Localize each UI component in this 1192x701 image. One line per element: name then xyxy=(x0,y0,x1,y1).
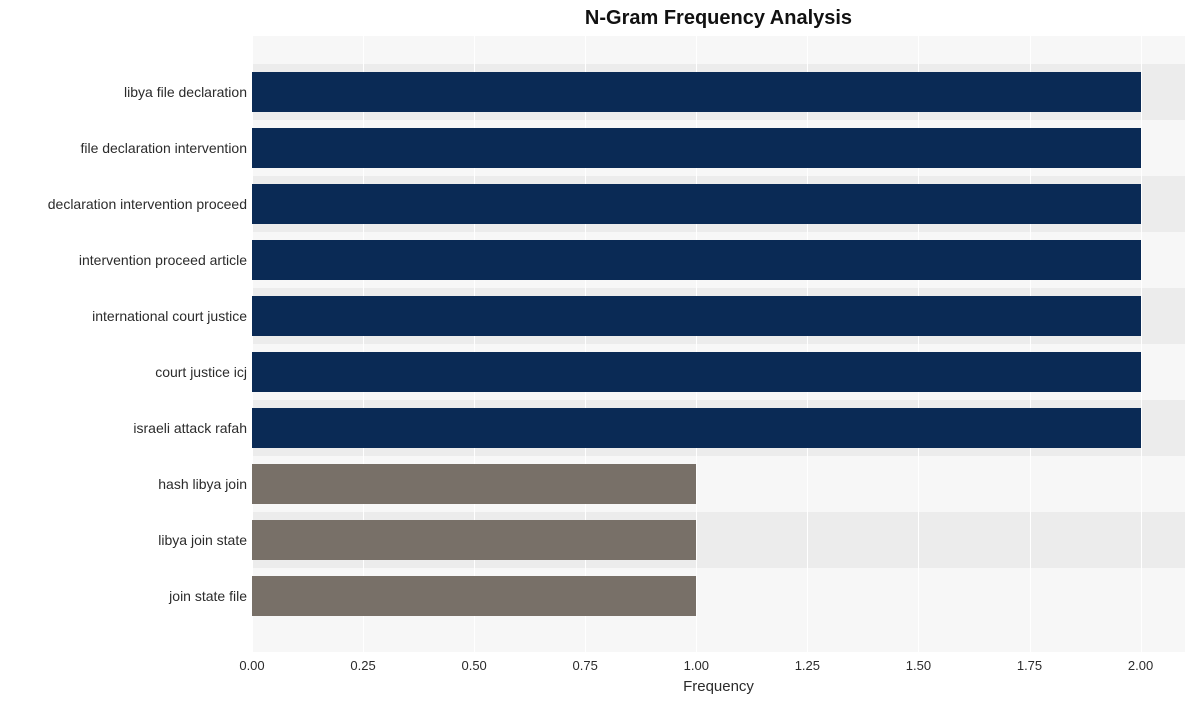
x-tick-label: 0.00 xyxy=(239,658,264,673)
x-tick-label: 0.25 xyxy=(350,658,375,673)
y-tick-label: international court justice xyxy=(92,308,247,324)
bar xyxy=(252,464,696,504)
y-tick-label: libya file declaration xyxy=(124,84,247,100)
bar xyxy=(252,576,696,616)
bar xyxy=(252,408,1141,448)
y-tick-label: court justice icj xyxy=(155,364,247,380)
ngram-frequency-chart: N-Gram Frequency Analysis Frequency liby… xyxy=(0,0,1192,701)
y-tick-label: israeli attack rafah xyxy=(133,420,247,436)
chart-title: N-Gram Frequency Analysis xyxy=(123,7,1192,30)
bar xyxy=(252,240,1141,280)
bar xyxy=(252,296,1141,336)
y-tick-label: hash libya join xyxy=(158,476,247,492)
x-tick-label: 1.50 xyxy=(906,658,931,673)
x-tick-label: 0.50 xyxy=(461,658,486,673)
y-tick-label: file declaration intervention xyxy=(80,140,247,156)
y-tick-label: join state file xyxy=(169,588,247,604)
x-axis-title: Frequency xyxy=(683,678,754,695)
bar xyxy=(252,352,1141,392)
x-tick-label: 2.00 xyxy=(1128,658,1153,673)
x-tick-label: 0.75 xyxy=(573,658,598,673)
x-tick-label: 1.00 xyxy=(684,658,709,673)
y-tick-label: declaration intervention proceed xyxy=(48,196,247,212)
plot-area xyxy=(252,36,1185,652)
y-tick-label: libya join state xyxy=(158,532,247,548)
bar xyxy=(252,520,696,560)
bar xyxy=(252,72,1141,112)
x-tick-label: 1.25 xyxy=(795,658,820,673)
grid-line xyxy=(1141,36,1142,652)
bar xyxy=(252,128,1141,168)
y-tick-label: intervention proceed article xyxy=(79,252,247,268)
bar xyxy=(252,184,1141,224)
x-tick-label: 1.75 xyxy=(1017,658,1042,673)
